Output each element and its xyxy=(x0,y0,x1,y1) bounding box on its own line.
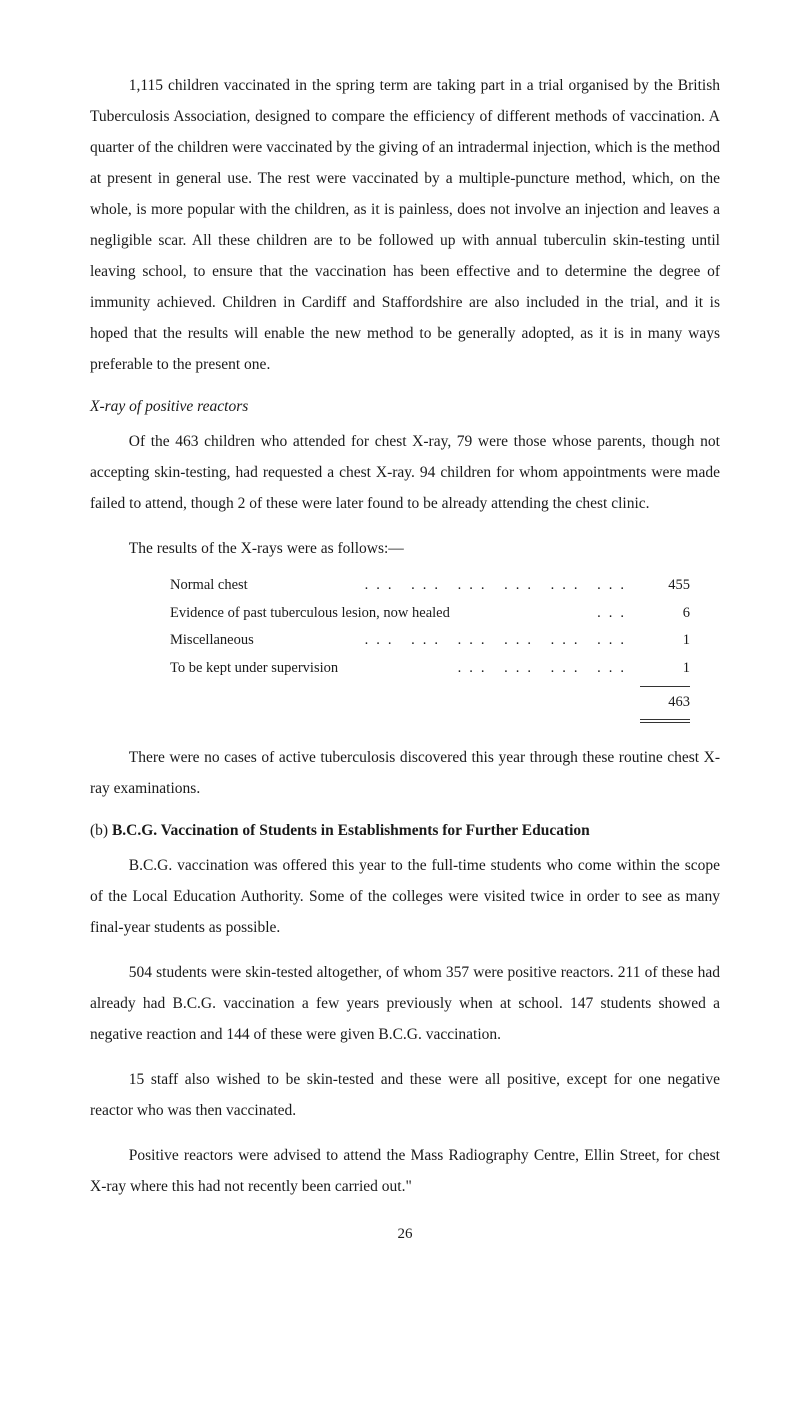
result-dots: ... xyxy=(589,600,640,628)
page-content: 1,115 children vaccinated in the spring … xyxy=(0,0,800,1303)
paragraph-6: 504 students were skin-tested altogether… xyxy=(90,957,720,1050)
result-value: 455 xyxy=(640,572,690,600)
paragraph-7: 15 staff also wished to be skin-tested a… xyxy=(90,1064,720,1126)
result-dots: ... ... ... ... ... ... xyxy=(357,627,640,655)
result-dots: ... ... ... ... xyxy=(450,655,640,683)
results-table: Normal chest ... ... ... ... ... ... 455… xyxy=(170,572,690,720)
paragraph-3: The results of the X-rays were as follow… xyxy=(90,533,720,564)
result-value: 6 xyxy=(640,600,690,628)
result-value: 1 xyxy=(640,655,690,683)
result-label: Normal chest xyxy=(170,572,357,600)
page-number: 26 xyxy=(90,1226,720,1243)
result-label: Evidence of past tuberculous lesion, now… xyxy=(170,600,589,628)
heading-bcg: (b) B.C.G. Vaccination of Students in Es… xyxy=(90,822,720,840)
paragraph-4: There were no cases of active tuberculos… xyxy=(90,742,720,804)
result-value: 1 xyxy=(640,627,690,655)
result-label: To be kept under supervision xyxy=(170,655,450,683)
heading-bold: B.C.G. Vaccination of Students in Establ… xyxy=(112,822,590,839)
result-label: Miscellaneous xyxy=(170,627,357,655)
table-row: To be kept under supervision ... ... ...… xyxy=(170,655,690,683)
result-dots: ... ... ... ... ... ... xyxy=(357,572,640,600)
paragraph-2: Of the 463 children who attended for che… xyxy=(90,426,720,519)
table-row: Evidence of past tuberculous lesion, now… xyxy=(170,600,690,628)
paragraph-5: B.C.G. vaccination was offered this year… xyxy=(90,850,720,943)
paragraph-8: Positive reactors were advised to attend… xyxy=(90,1140,720,1202)
result-total: 463 xyxy=(640,686,690,720)
heading-prefix: (b) xyxy=(90,822,112,839)
paragraph-1: 1,115 children vaccinated in the spring … xyxy=(90,70,720,380)
table-row: Normal chest ... ... ... ... ... ... 455 xyxy=(170,572,690,600)
heading-xray: X-ray of positive reactors xyxy=(90,398,720,416)
table-row: Miscellaneous ... ... ... ... ... ... 1 xyxy=(170,627,690,655)
